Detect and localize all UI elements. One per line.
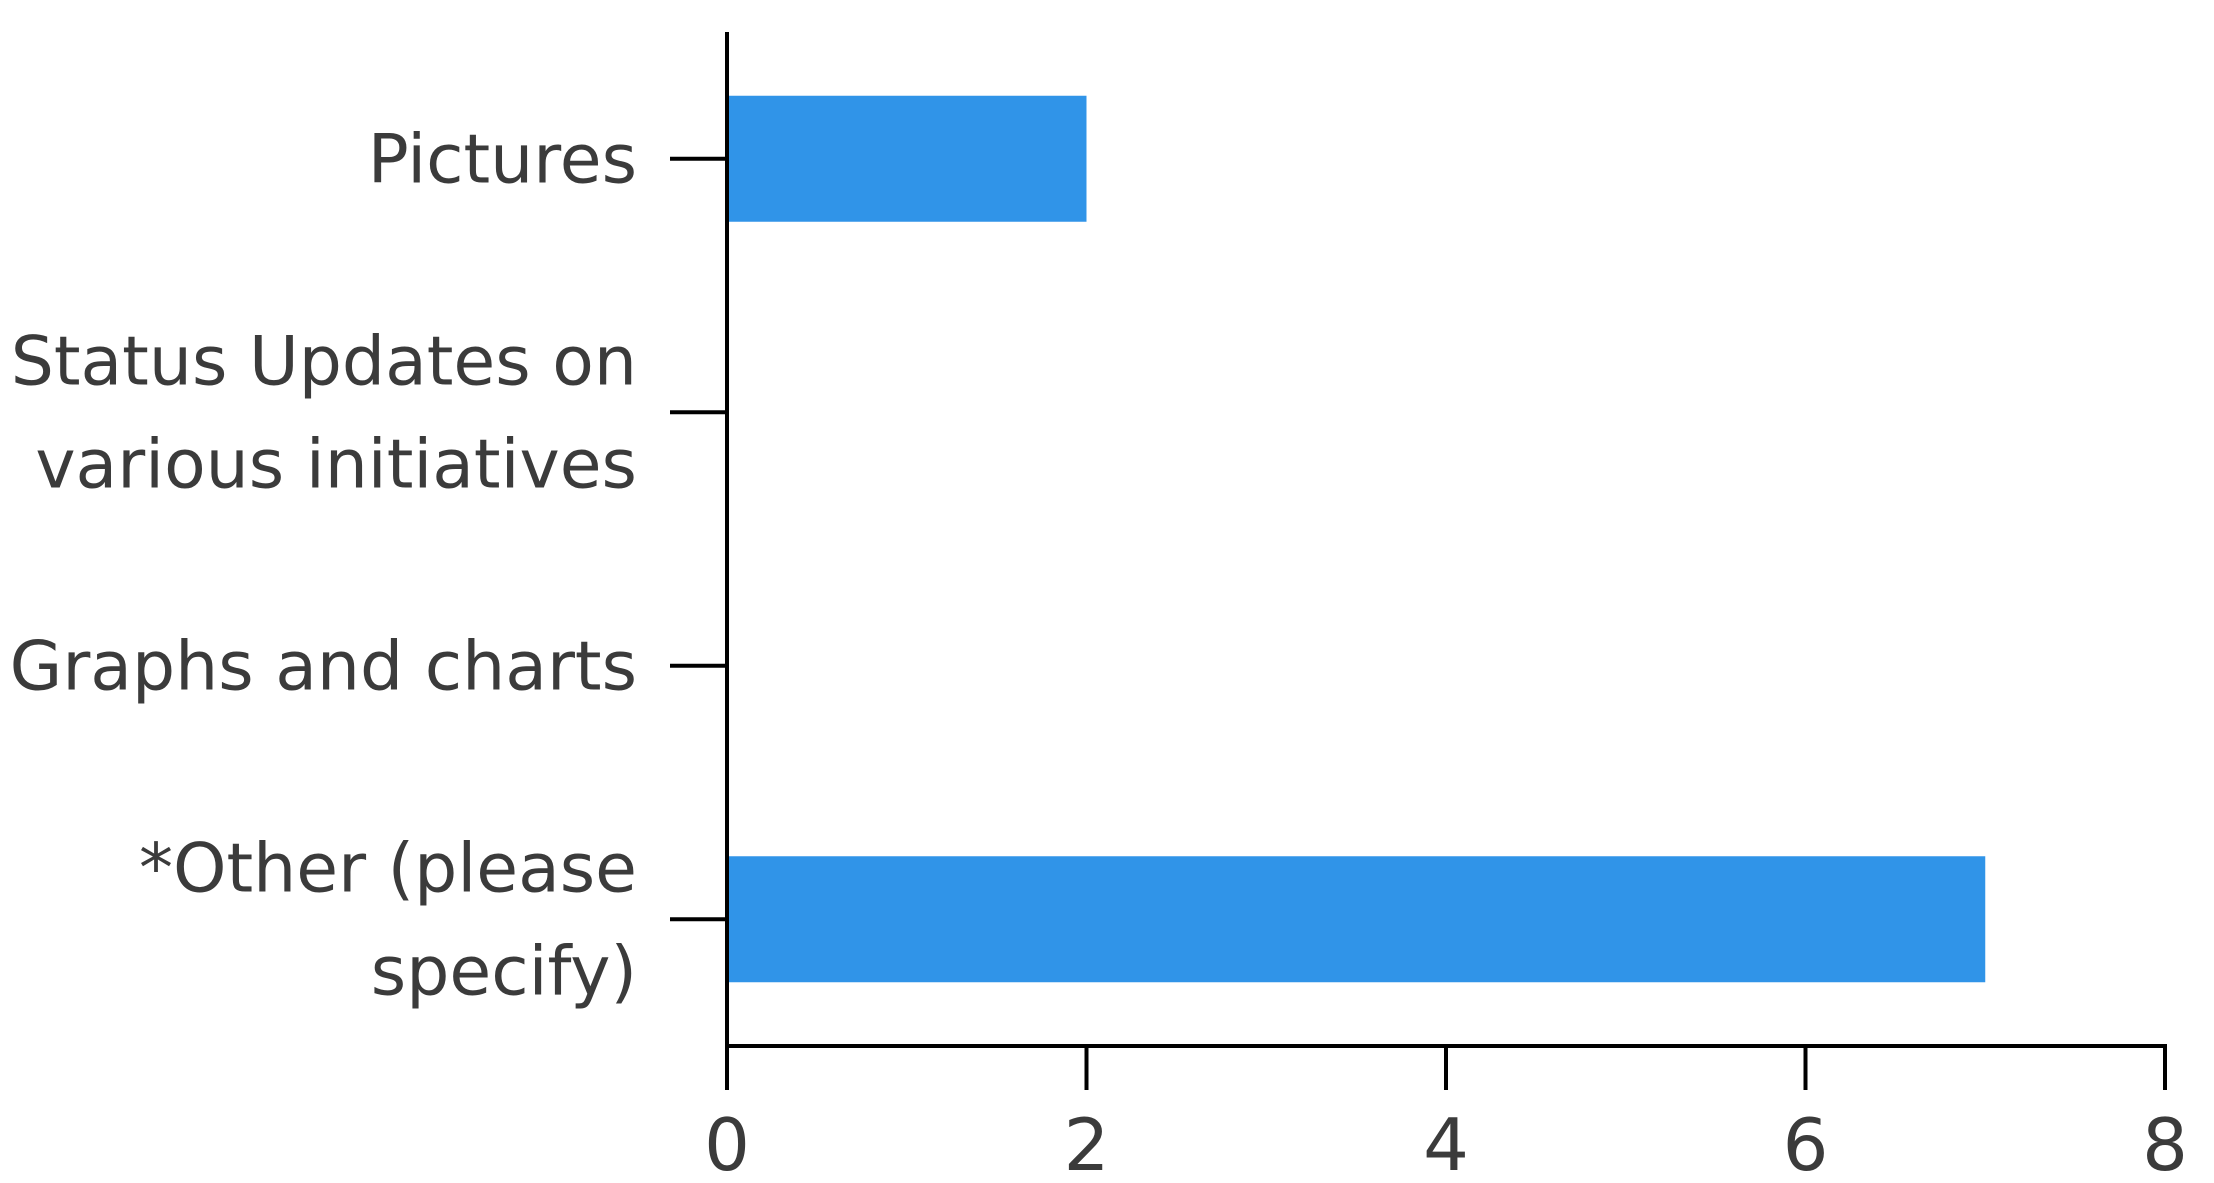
x-tick-label-2: 4 xyxy=(1423,1103,1469,1179)
x-tick-label-0: 0 xyxy=(704,1103,750,1179)
x-axis: 0 2 4 6 8 xyxy=(704,1044,2188,1183)
bar-0 xyxy=(727,95,1087,222)
y-axis: Pictures Status Updates on various initiat… xyxy=(10,32,729,1046)
x-tick-label-1: 2 xyxy=(1064,1103,1110,1179)
bars-layer xyxy=(727,95,1986,983)
x-tick-label-3: 6 xyxy=(1783,1103,1829,1179)
y-tick-label-2: Graphs and charts xyxy=(10,628,637,707)
y-tick-label-1: Status Updates on various initiatives xyxy=(11,323,637,505)
y-tick-label-3: *Other (please specify) xyxy=(139,830,637,1012)
bar-3 xyxy=(727,856,1986,983)
y-tick-label-0: Pictures xyxy=(368,121,637,200)
x-tick-label-4: 8 xyxy=(2142,1103,2188,1179)
